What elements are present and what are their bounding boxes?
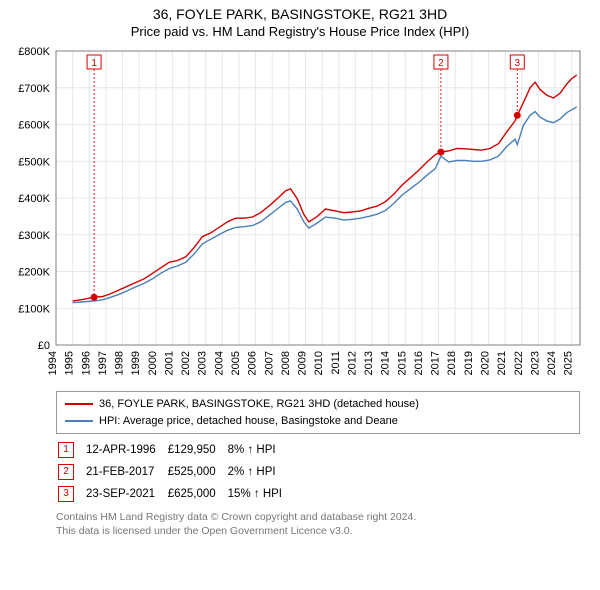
- svg-text:2018: 2018: [446, 351, 458, 375]
- footer-line: This data is licensed under the Open Gov…: [56, 524, 580, 538]
- svg-text:1997: 1997: [97, 351, 109, 375]
- sale-delta: 2% ↑ HPI: [228, 462, 292, 482]
- sale-date: 21-FEB-2017: [86, 462, 166, 482]
- sales-table: 1 12-APR-1996£129,9508% ↑ HPI 2 21-FEB-2017…: [56, 438, 294, 506]
- svg-text:£200K: £200K: [18, 267, 50, 279]
- page-subtitle: Price paid vs. HM Land Registry's House …: [0, 24, 600, 39]
- legend-swatch: [65, 403, 93, 405]
- sale-price: £525,000: [168, 462, 226, 482]
- legend-label: HPI: Average price, detached house, Basi…: [99, 413, 398, 430]
- sale-delta: 15% ↑ HPI: [228, 484, 292, 504]
- footer-line: Contains HM Land Registry data © Crown c…: [56, 510, 580, 524]
- svg-text:2004: 2004: [213, 351, 225, 375]
- legend-label: 36, FOYLE PARK, BASINGSTOKE, RG21 3HD (d…: [99, 396, 419, 413]
- svg-text:2012: 2012: [346, 351, 358, 375]
- footer-attribution: Contains HM Land Registry data © Crown c…: [56, 510, 580, 538]
- sale-date: 23-SEP-2021: [86, 484, 166, 504]
- svg-text:1996: 1996: [80, 351, 92, 375]
- svg-text:1994: 1994: [47, 351, 59, 375]
- svg-text:2013: 2013: [363, 351, 375, 375]
- svg-text:2007: 2007: [263, 351, 275, 375]
- svg-text:£400K: £400K: [18, 193, 50, 205]
- sale-delta: 8% ↑ HPI: [228, 440, 292, 460]
- svg-text:2: 2: [438, 58, 444, 69]
- svg-text:2002: 2002: [180, 351, 192, 375]
- svg-text:2006: 2006: [247, 351, 259, 375]
- page-title: 36, FOYLE PARK, BASINGSTOKE, RG21 3HD: [0, 6, 600, 22]
- legend-row: HPI: Average price, detached house, Basi…: [65, 413, 571, 430]
- price-chart: £0 £100K £200K £300K £400K £500K £600K £700K £80…: [0, 45, 600, 385]
- svg-text:2024: 2024: [546, 351, 558, 375]
- svg-text:2015: 2015: [396, 351, 408, 375]
- svg-text:2003: 2003: [197, 351, 209, 375]
- svg-text:2025: 2025: [563, 351, 575, 375]
- sale-marker: 3: [58, 486, 74, 502]
- svg-text:3: 3: [515, 58, 521, 69]
- svg-text:2021: 2021: [496, 351, 508, 375]
- svg-text:2000: 2000: [147, 351, 159, 375]
- svg-text:£700K: £700K: [18, 83, 50, 95]
- table-row: 2 21-FEB-2017£525,0002% ↑ HPI: [58, 462, 292, 482]
- sale-marker: 1: [58, 442, 74, 458]
- svg-text:2016: 2016: [413, 351, 425, 375]
- svg-text:2005: 2005: [230, 351, 242, 375]
- svg-text:2020: 2020: [480, 351, 492, 375]
- svg-text:£0: £0: [38, 340, 50, 352]
- svg-text:2022: 2022: [513, 351, 525, 375]
- svg-text:2023: 2023: [529, 351, 541, 375]
- svg-text:£100K: £100K: [18, 303, 50, 315]
- svg-text:£500K: £500K: [18, 156, 50, 168]
- svg-text:1995: 1995: [64, 351, 76, 375]
- legend-row: 36, FOYLE PARK, BASINGSTOKE, RG21 3HD (d…: [65, 396, 571, 413]
- svg-text:2019: 2019: [463, 351, 475, 375]
- svg-text:£600K: £600K: [18, 120, 50, 132]
- svg-text:2017: 2017: [430, 351, 442, 375]
- svg-text:2001: 2001: [163, 351, 175, 375]
- sale-price: £625,000: [168, 484, 226, 504]
- svg-text:2008: 2008: [280, 351, 292, 375]
- sale-marker: 2: [58, 464, 74, 480]
- sale-price: £129,950: [168, 440, 226, 460]
- svg-text:1998: 1998: [114, 351, 126, 375]
- svg-text:2014: 2014: [380, 351, 392, 375]
- svg-text:2009: 2009: [297, 351, 309, 375]
- svg-text:1: 1: [91, 58, 97, 69]
- svg-text:2011: 2011: [330, 351, 342, 375]
- svg-text:1999: 1999: [130, 351, 142, 375]
- svg-text:£800K: £800K: [18, 46, 50, 58]
- legend-swatch: [65, 420, 93, 422]
- legend: 36, FOYLE PARK, BASINGSTOKE, RG21 3HD (d…: [56, 391, 580, 434]
- sale-date: 12-APR-1996: [86, 440, 166, 460]
- svg-text:2010: 2010: [313, 351, 325, 375]
- svg-text:£300K: £300K: [18, 230, 50, 242]
- table-row: 1 12-APR-1996£129,9508% ↑ HPI: [58, 440, 292, 460]
- table-row: 3 23-SEP-2021£625,00015% ↑ HPI: [58, 484, 292, 504]
